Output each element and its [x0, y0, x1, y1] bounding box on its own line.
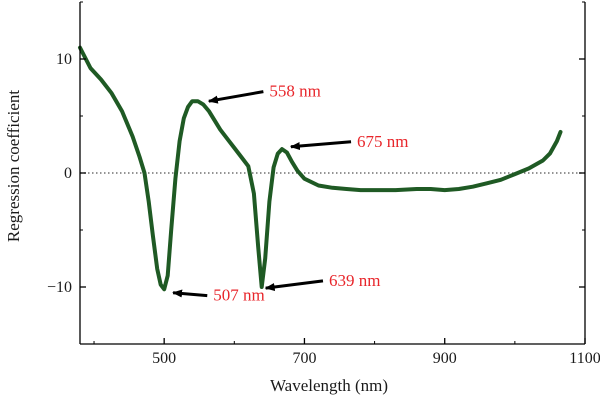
annotation-arrow-1	[289, 140, 352, 151]
annotation-label-3: 639 nm	[329, 271, 380, 290]
series-layer	[78, 45, 563, 292]
x-tick-label-0: 500	[152, 350, 176, 367]
series-line-0	[78, 45, 563, 292]
annotation-arrow-2	[172, 289, 208, 298]
x-tick-label-2: 900	[433, 350, 457, 367]
y-tick-label-1: 0	[64, 165, 72, 182]
x-axis-label: Wavelength (nm)	[270, 376, 388, 395]
annotation-label-1: 675 nm	[357, 132, 408, 151]
x-tick-label-1: 700	[292, 350, 316, 367]
annotation-arrow-0	[207, 90, 264, 104]
y-tick-label-2: 10	[56, 51, 72, 68]
x-tick-label-3: 1100	[569, 350, 600, 367]
annotation-label-0: 558 nm	[269, 82, 320, 101]
x-axis-ticks: 500 700 900 1100	[93, 338, 600, 367]
y-axis-label: Regression coefficient	[4, 90, 23, 242]
y-axis-ticks: −10 0 10	[47, 1, 585, 345]
annotation-label-2: 507 nm	[213, 286, 264, 305]
annotation-layer: 558 nm 675 nm 507 nm 639 nm	[172, 82, 409, 305]
y-tick-label-0: −10	[47, 279, 72, 296]
annotation-arrow-3	[264, 279, 324, 291]
